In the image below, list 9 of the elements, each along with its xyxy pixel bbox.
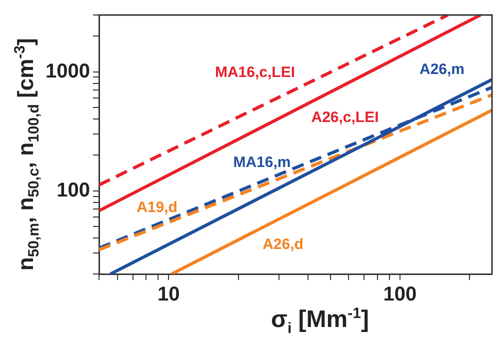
y-tick-label: 1000 xyxy=(46,60,90,82)
series-label: A19,d xyxy=(136,199,178,216)
series-label: A26,d xyxy=(262,236,304,254)
series-label: A26,c,LEI xyxy=(311,109,379,126)
x-axis-title: σ$_{i}$ [Mm$^{-1}$] xyxy=(270,305,370,337)
series-label: MA16,c,LEI xyxy=(214,64,296,82)
series-label: A26,m xyxy=(419,61,465,78)
series-label: MA16,m xyxy=(233,154,291,172)
x-tick-label: 10 xyxy=(158,284,180,306)
